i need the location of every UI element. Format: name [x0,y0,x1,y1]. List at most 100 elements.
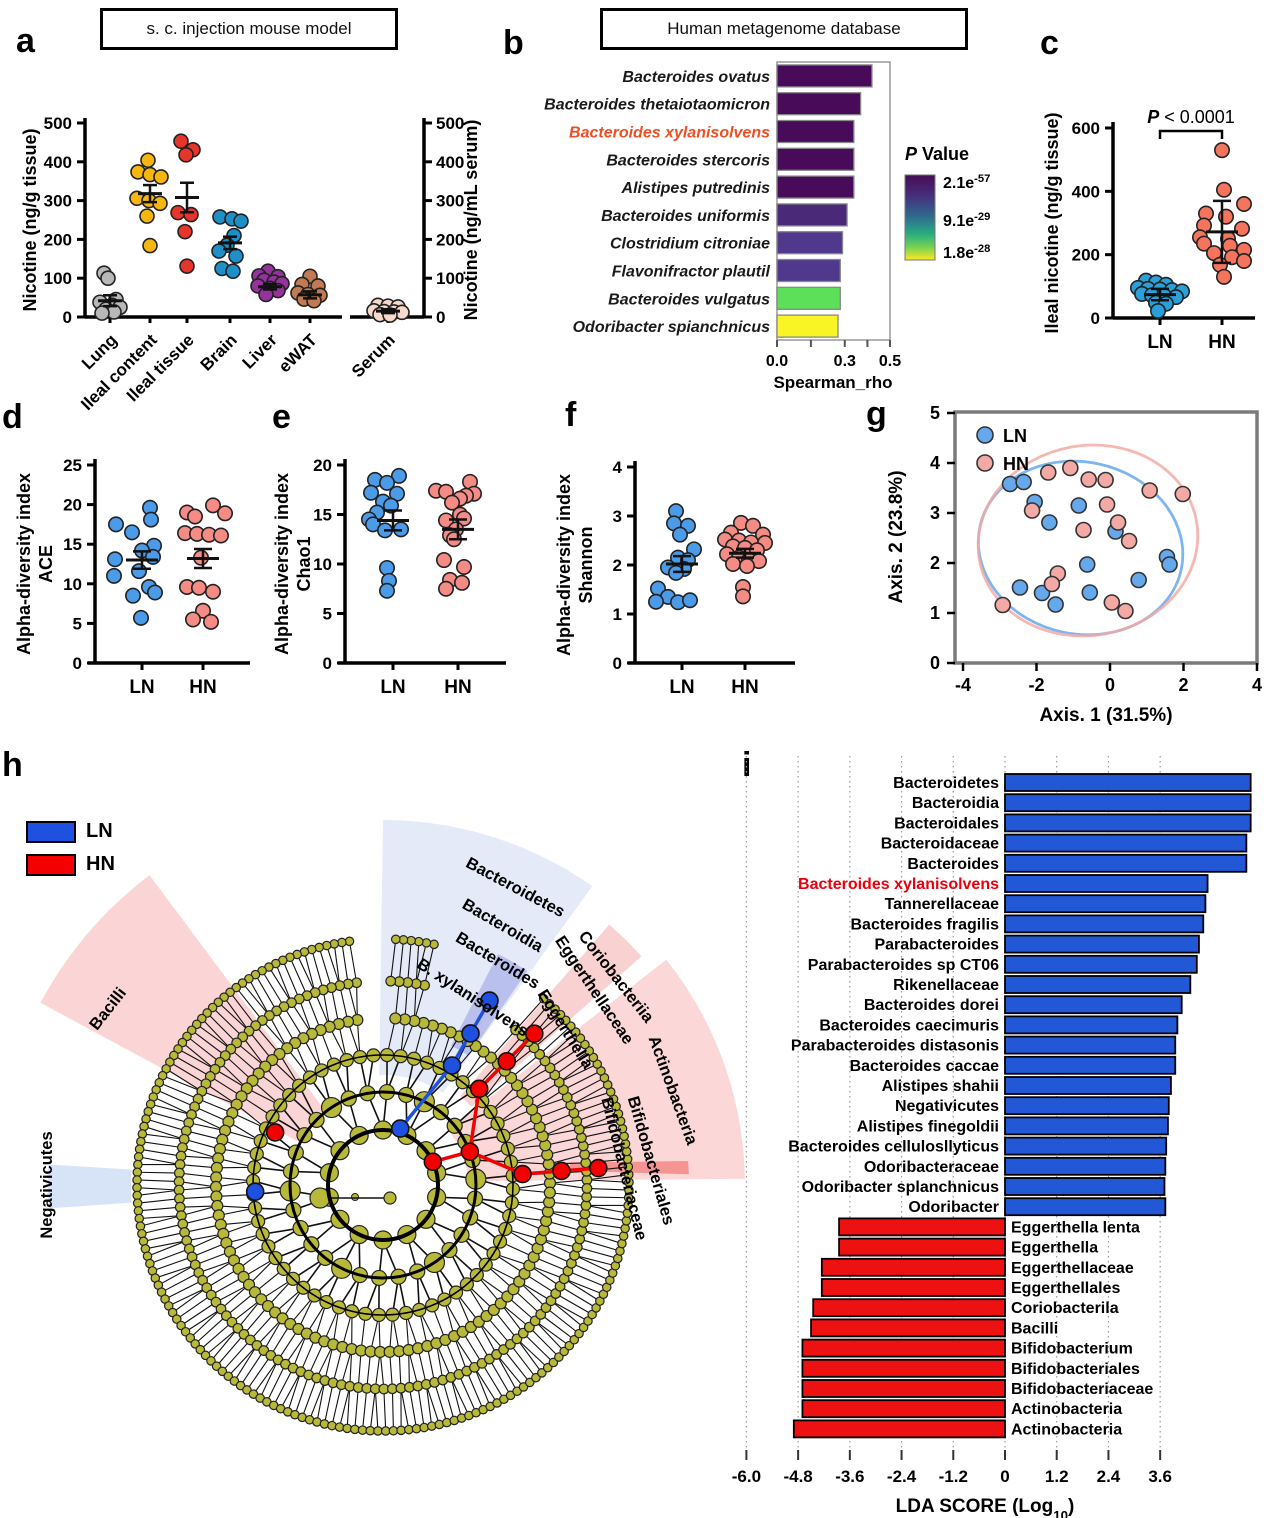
branch [545,1137,582,1146]
taxon-node [132,1198,143,1208]
branch [398,1351,402,1389]
branch [470,1326,490,1360]
pcoa-point-hn [1075,521,1092,539]
spearman-bar [776,64,873,88]
y-tick-label: 0 [73,654,82,673]
y-axis-label-2: Shannon [576,527,596,604]
data-point [379,582,396,599]
species-label: Bacteroides stercoris [606,152,770,169]
species-label: Bacteroides uniformis [601,208,770,225]
branch [549,1044,586,1069]
pcoa-point-hn [1062,459,1079,477]
colorbar-title: P Value [905,144,969,164]
taxon-node [421,938,432,948]
taxon-node [411,1423,422,1434]
branch [347,983,358,1021]
branch [516,1060,546,1086]
panel-letter-i: i [742,746,752,784]
branch [426,1345,436,1383]
panel-f-chart: 0 1 2 3 4 Alpha-diversity index Shannon LN HN [554,458,795,698]
data-point [735,588,752,605]
lda-bar-hn [801,1338,1006,1358]
data-point [124,524,141,541]
data-point [205,497,222,514]
ln-swatch [26,820,76,843]
data-point [179,258,195,274]
taxon-label-ln: Bacteroidales [894,815,999,832]
y-tick-label: 0 [323,654,332,673]
branch [549,1192,587,1198]
branch [529,1264,561,1287]
taxon-node [620,1223,630,1234]
x-tick-label: 0.0 [766,353,788,370]
taxon-node [543,1186,556,1199]
y-axis-label-2: ACE [36,545,56,583]
branch [389,1351,393,1389]
y-axis-label-left: Nicotine (ng/g tissue) [20,128,40,311]
branch [202,1259,235,1281]
taxon-label-ln: Bacteroidetes [893,775,999,792]
branch [584,1143,626,1155]
branch [531,1089,564,1111]
branch [540,1238,578,1248]
branch [516,1067,551,1086]
cluster-ellipse-hn [976,443,1200,638]
branch [563,1278,604,1295]
data-point [1236,253,1253,270]
branch [216,1333,245,1367]
x-tick-label: 0.5 [879,353,901,370]
branch [196,1023,232,1050]
branch [585,1204,628,1214]
branch [544,1037,581,1062]
x-tick-label: 1.2 [1045,1467,1069,1486]
branch [361,1388,368,1431]
y-tick-label: 2 [930,553,940,573]
taxon-node [182,1031,192,1042]
branch [212,1007,244,1038]
branch [513,1288,542,1315]
y-axis-label: Axis. 2 (23.8%) [886,470,907,603]
pcoa-point-ln [1161,556,1178,573]
branch [138,1156,181,1166]
branch [186,1130,223,1141]
taxon-label-hn: Eggerthella [1011,1240,1098,1257]
ln-highlight-node [390,1119,410,1138]
taxon-node [235,1380,246,1391]
branch [215,1284,250,1303]
taxon-node [429,939,439,950]
data-point [94,305,110,321]
branch [227,1345,258,1377]
data-point [203,613,220,630]
branch [348,941,358,983]
branch [333,943,341,986]
branch [276,1010,296,1044]
taxon-label-ln: Odoribacter splanchnicus [802,1179,999,1196]
data-point [108,516,125,533]
taxon-label-ln: Bacteroides caccae [850,1058,1000,1075]
group-label: LN [380,677,405,698]
data-point [379,559,396,576]
panel-letter-b: b [503,24,524,62]
y-tick-label: 4 [930,453,940,473]
branch [201,1018,232,1050]
branch [165,1068,203,1092]
branch [221,1339,251,1372]
y-tick-label: 20 [313,456,332,475]
species-label: Clostridium citroniae [610,236,770,253]
branch [224,1055,253,1082]
branch [205,1327,239,1356]
branch [226,1291,256,1317]
p-value-text: P < 0.0001 [1147,107,1235,127]
taxon-node [396,1425,406,1436]
pcoa-point-hn [1120,532,1138,550]
y-tick-label: 2 [613,556,622,575]
branch [442,1379,455,1421]
branch [195,1251,231,1266]
data-point [139,208,155,224]
branch [289,957,308,996]
taxon-node [624,1185,634,1195]
y-tick-label: 600 [1072,119,1100,138]
category-label: Brain [197,330,241,374]
data-point [100,270,116,286]
